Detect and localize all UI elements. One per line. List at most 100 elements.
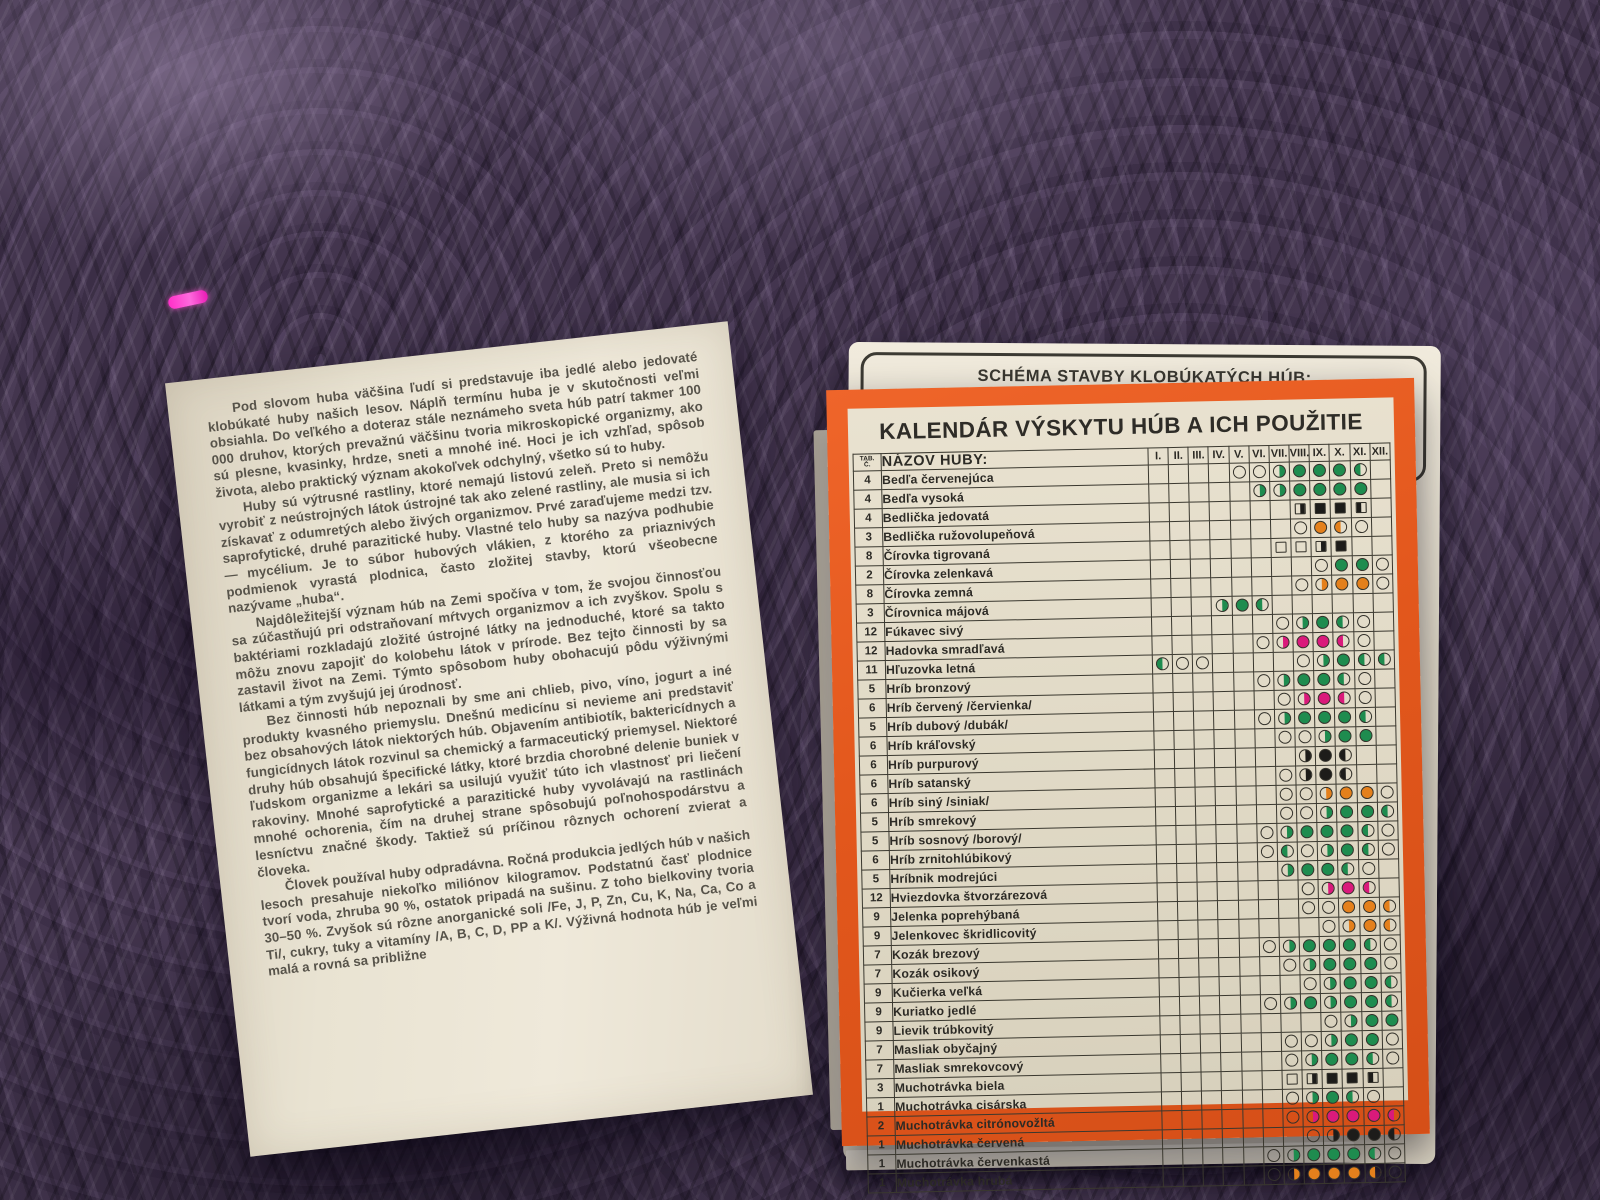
month-cell [1311, 556, 1333, 576]
tab-number-cell: 3 [866, 1078, 895, 1099]
month-cell [1229, 481, 1250, 502]
month-cell [1238, 937, 1260, 958]
month-cell [1272, 614, 1293, 634]
occurrence-symbol [1341, 862, 1355, 876]
month-cell [1148, 464, 1169, 485]
month-cell [1174, 730, 1195, 750]
month-cell [1384, 1143, 1405, 1164]
month-cell [1374, 668, 1396, 689]
month-cell [1278, 917, 1300, 938]
tab-number-cell: 12 [856, 641, 886, 662]
month-cell [1299, 936, 1320, 956]
occurrence-symbol [1338, 710, 1352, 724]
occurrence-symbol [1306, 1091, 1320, 1105]
occurrence-symbol [1267, 1149, 1281, 1163]
month-cell [1313, 632, 1334, 652]
month-cell [1200, 1052, 1222, 1073]
month-cell [1379, 934, 1401, 955]
month-cell [1217, 881, 1239, 901]
month-cell [1173, 692, 1194, 712]
month-cell [1157, 882, 1178, 902]
occurrence-symbol [1375, 557, 1389, 572]
occurrence-symbol [1287, 1148, 1301, 1163]
month-cell [1201, 1071, 1222, 1092]
left-booklet-page: Pod slovom huba väčšina ľudí si predstav… [165, 321, 813, 1157]
month-cell [1262, 1127, 1284, 1147]
month-cell [1171, 597, 1192, 617]
month-cell [1282, 1107, 1304, 1128]
month-cell [1155, 787, 1176, 807]
month-cell [1352, 593, 1374, 613]
occurrence-symbol [1323, 938, 1337, 953]
occurrence-symbol [1360, 824, 1375, 838]
tab-number-cell: 6 [859, 774, 889, 795]
month-cell [1343, 1125, 1365, 1146]
occurrence-symbol [1302, 901, 1316, 915]
tab-number-cell: 2 [866, 1116, 896, 1137]
occurrence-symbol [1317, 673, 1331, 687]
month-cell [1194, 767, 1216, 788]
occurrence-symbol [1276, 635, 1290, 650]
month-cell [1282, 1088, 1303, 1109]
month-cell [1360, 954, 1381, 974]
month-cell [1270, 538, 1292, 558]
month-cell [1322, 1069, 1343, 1089]
month-cell [1243, 1165, 1265, 1186]
month-cell [1235, 785, 1257, 806]
month-cell [1259, 975, 1281, 995]
month-cell [1341, 1049, 1363, 1070]
occurrence-symbol [1294, 521, 1308, 535]
month-cell [1177, 920, 1199, 940]
occurrence-symbol [1155, 657, 1170, 671]
occurrence-symbol [1364, 1014, 1379, 1028]
occurrence-symbol [1235, 598, 1249, 612]
occurrence-symbol [1338, 691, 1352, 705]
occurrence-symbol [1300, 844, 1315, 858]
month-cell [1370, 497, 1392, 518]
occurrence-symbol [1313, 483, 1327, 497]
month-cell [1340, 973, 1361, 994]
tab-number-cell: 8 [854, 546, 884, 567]
occurrence-symbol [1353, 463, 1367, 477]
occurrence-symbol [1275, 541, 1287, 554]
occurrence-symbol [1318, 710, 1332, 725]
month-cell [1179, 1015, 1201, 1035]
month-cell [1360, 973, 1382, 993]
occurrence-symbol [1273, 483, 1287, 498]
occurrence-symbol [1262, 940, 1276, 954]
month-cell [1162, 1148, 1184, 1168]
month-cell [1369, 459, 1391, 480]
occurrence-symbol [1338, 729, 1353, 743]
occurrence-symbol [1278, 730, 1292, 745]
occurrence-symbol [1278, 711, 1292, 726]
tab-number-cell: 12 [856, 622, 885, 643]
month-cell [1219, 995, 1241, 1015]
month-cell [1162, 1129, 1183, 1149]
occurrence-symbol [1272, 464, 1287, 479]
month-cell [1230, 519, 1251, 540]
month-cell [1356, 764, 1377, 784]
occurrence-symbol [1267, 1168, 1281, 1182]
month-cell [1358, 859, 1379, 879]
occurrence-symbol [1299, 768, 1313, 782]
occurrence-symbol [1382, 899, 1397, 913]
month-cell [1275, 784, 1297, 805]
occurrence-symbol [1333, 482, 1347, 496]
month-cell [1303, 1126, 1324, 1146]
month-cell [1177, 882, 1198, 902]
occurrence-symbol [1337, 672, 1351, 686]
month-cell [1384, 1162, 1406, 1183]
month-cell [1220, 1014, 1241, 1034]
occurrence-symbol [1360, 805, 1374, 819]
month-cell [1249, 500, 1271, 520]
month-cell [1182, 1129, 1203, 1149]
month-cell [1295, 746, 1316, 766]
occurrence-symbol [1295, 578, 1309, 592]
month-cell [1258, 899, 1279, 919]
month-cell [1179, 977, 1200, 997]
month-cell [1310, 518, 1332, 538]
occurrence-symbol [1364, 995, 1378, 1009]
occurrence-symbol [1260, 845, 1274, 859]
occurrence-symbol [1306, 1110, 1320, 1124]
month-cell [1298, 917, 1320, 937]
